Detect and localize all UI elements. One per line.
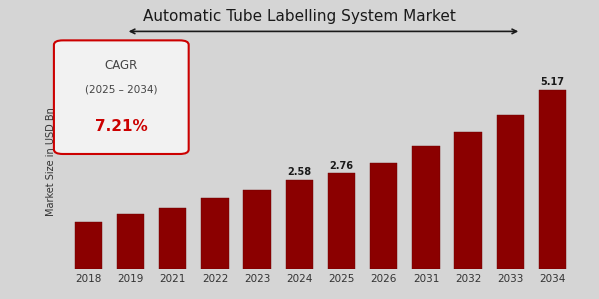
Bar	[75, 222, 102, 269]
Bar	[539, 90, 566, 269]
Bar	[328, 173, 355, 269]
Bar	[159, 208, 186, 269]
Text: 7.21%: 7.21%	[95, 119, 148, 134]
Bar	[243, 190, 271, 269]
Bar	[412, 146, 440, 269]
Bar	[455, 132, 482, 269]
Text: 2.76: 2.76	[329, 161, 353, 171]
Text: CAGR: CAGR	[105, 59, 138, 72]
Bar	[286, 179, 313, 269]
Text: 2.58: 2.58	[288, 167, 311, 177]
Bar	[497, 115, 524, 269]
Text: 5.17: 5.17	[540, 77, 565, 87]
Bar	[201, 198, 229, 269]
Text: (2025 – 2034): (2025 – 2034)	[85, 85, 158, 95]
Y-axis label: Market Size in USD Bn: Market Size in USD Bn	[46, 107, 56, 216]
Bar	[117, 214, 144, 269]
Bar	[370, 163, 398, 269]
Text: Automatic Tube Labelling System Market: Automatic Tube Labelling System Market	[143, 9, 456, 24]
